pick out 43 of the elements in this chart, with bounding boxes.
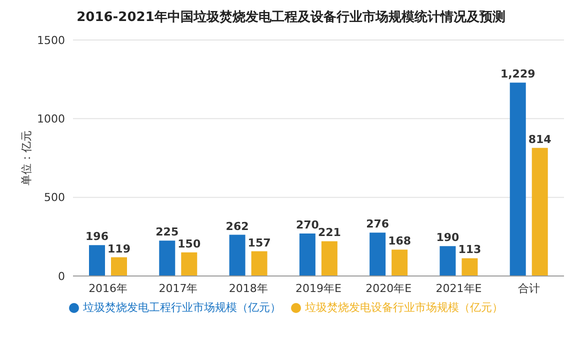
x-tick-label: 2020年E: [366, 282, 412, 295]
bar: [510, 82, 526, 276]
bar: [181, 252, 198, 276]
bar: [462, 258, 478, 276]
data-label: 270: [296, 218, 320, 232]
data-label: 150: [178, 237, 201, 250]
bar: [532, 148, 548, 276]
y-axis-title: 单位：亿元: [20, 130, 33, 186]
bar: [299, 234, 316, 276]
legend-label: 垃圾焚烧发电设备行业市场规模（亿元）: [305, 301, 503, 314]
bar: [440, 246, 456, 276]
data-label: 276: [366, 218, 390, 231]
data-label: 196: [86, 230, 109, 244]
x-tick-label: 2021年E: [436, 282, 482, 295]
x-tick-label: 2017年: [158, 282, 198, 295]
data-label: 190: [436, 231, 460, 244]
bar: [159, 240, 176, 276]
legend-label: 垃圾焚烧发电工程行业市场规模（亿元）: [83, 301, 281, 314]
x-tick-label: 2018年: [228, 282, 268, 295]
data-label: 262: [226, 220, 249, 233]
bar: [392, 250, 408, 276]
data-label: 1,229: [500, 68, 536, 81]
data-label: 814: [528, 132, 552, 146]
x-tick-label: 2019年E: [296, 282, 342, 295]
x-tick-label: 2016年: [88, 282, 128, 295]
y-tick-label: 500: [44, 191, 65, 204]
x-tick-label: 合计: [518, 282, 540, 295]
bar: [89, 245, 105, 276]
data-label: 168: [388, 234, 412, 248]
y-tick-label: 1000: [37, 112, 65, 126]
data-label: 221: [318, 226, 341, 240]
bar: [229, 234, 246, 276]
bar: [370, 232, 386, 276]
data-label: 113: [458, 243, 482, 256]
chart-title: 2016-2021年中国垃圾焚烧发电工程及设备行业市场规模统计情况及预测: [76, 8, 506, 26]
data-label: 157: [248, 236, 271, 250]
y-tick-label: 0: [58, 270, 65, 283]
data-label: 225: [156, 226, 179, 239]
bar: [251, 251, 268, 276]
bar: [111, 257, 127, 276]
bar: [321, 241, 338, 276]
y-tick-label: 1500: [37, 34, 65, 47]
data-label: 119: [108, 242, 130, 256]
